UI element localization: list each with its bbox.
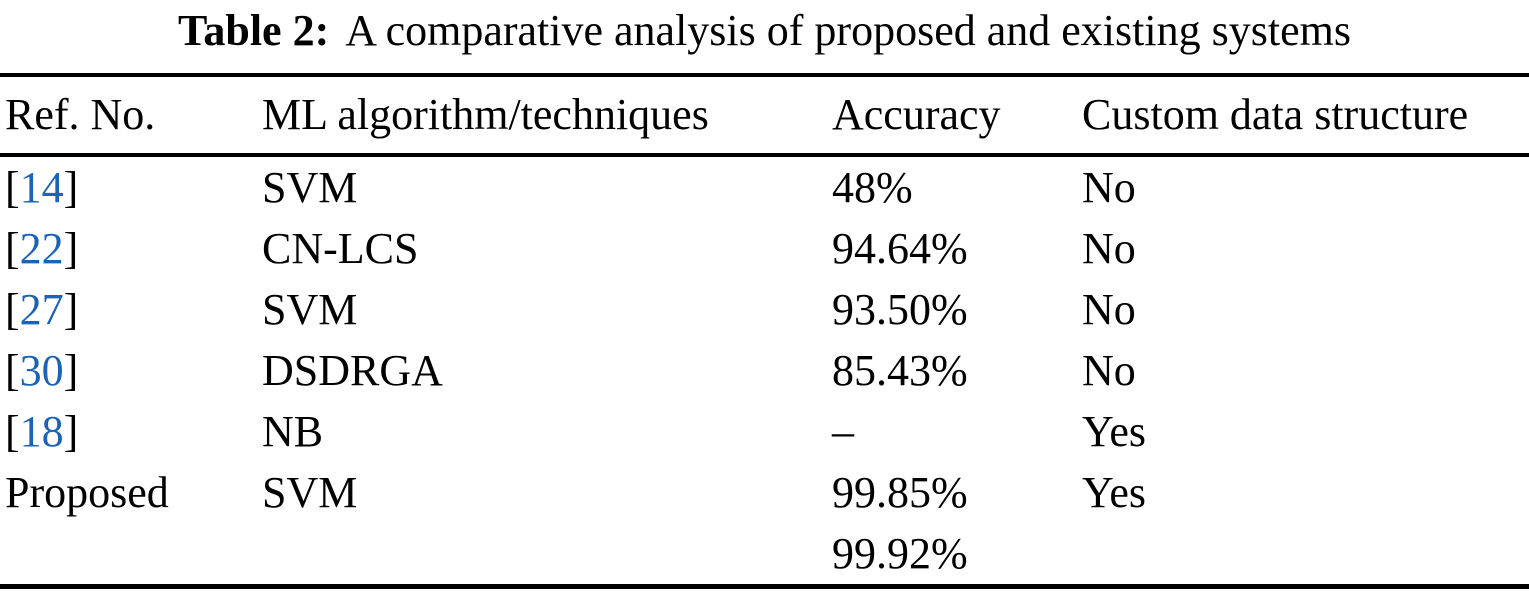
ref-cell: [27] [0, 279, 262, 340]
citation-link[interactable]: 22 [19, 223, 64, 273]
column-header-accuracy: Accuracy [832, 74, 1082, 157]
citation-bracket-open: [ [5, 162, 20, 212]
table-row: [30] DSDRGA 85.43% No [0, 340, 1529, 401]
accuracy-cell: 85.43% [832, 345, 968, 395]
citation-bracket-open: [ [5, 345, 20, 395]
citation-bracket-close: ] [63, 406, 79, 456]
table-row: [14] SVM 48% No [0, 155, 1529, 218]
table-caption-label: Table 2: [178, 6, 330, 55]
table-caption-text: A comparative analysis of proposed and e… [345, 6, 1351, 55]
ref-cell: [14] [0, 155, 262, 218]
ref-label: Proposed [5, 467, 169, 517]
accuracy-cell: – [832, 406, 854, 456]
custom-cell: Yes [1082, 467, 1147, 517]
citation-link[interactable]: 18 [19, 406, 64, 456]
comparison-table: Ref. No. ML algorithm/techniques Accurac… [0, 72, 1529, 589]
custom-cell: No [1082, 345, 1136, 395]
citation-bracket-open: [ [5, 406, 20, 456]
accuracy-cell: 94.64% [832, 223, 968, 273]
citation-bracket-close: ] [63, 223, 79, 273]
custom-cell [1082, 523, 1529, 587]
algorithm-cell: NB [262, 406, 324, 456]
citation-link[interactable]: 27 [19, 284, 64, 334]
table-body: [14] SVM 48% No [22] CN-LCS 94.64% No [2… [0, 155, 1529, 587]
algorithm-cell [262, 523, 832, 587]
algorithm-cell: CN-LCS [262, 223, 419, 273]
citation-bracket-close: ] [63, 162, 79, 212]
table-row: Proposed SVM 99.85% Yes [0, 462, 1529, 523]
column-header-ref-no: Ref. No. [0, 74, 262, 157]
accuracy-cell: 48% [832, 162, 913, 212]
citation-link[interactable]: 14 [19, 162, 64, 212]
citation-bracket-open: [ [5, 223, 20, 273]
ref-cell: [22] [0, 218, 262, 279]
table-header: Ref. No. ML algorithm/techniques Accurac… [0, 74, 1529, 157]
ref-cell: Proposed [0, 462, 262, 523]
table-row: [22] CN-LCS 94.64% No [0, 218, 1529, 279]
custom-cell: No [1082, 284, 1136, 334]
table-row: 99.92% [0, 523, 1529, 587]
column-header-algorithm: ML algorithm/techniques [262, 74, 832, 157]
table-row: [18] NB – Yes [0, 401, 1529, 462]
ref-cell: [30] [0, 340, 262, 401]
custom-cell: No [1082, 223, 1136, 273]
algorithm-cell: DSDRGA [262, 345, 443, 395]
algorithm-cell: SVM [262, 162, 358, 212]
table-header-row: Ref. No. ML algorithm/techniques Accurac… [0, 74, 1529, 157]
ref-cell: [18] [0, 401, 262, 462]
table-row: [27] SVM 93.50% No [0, 279, 1529, 340]
citation-bracket-open: [ [5, 284, 20, 334]
custom-cell: Yes [1082, 406, 1147, 456]
ref-cell [0, 523, 262, 587]
algorithm-cell: SVM [262, 284, 358, 334]
citation-link[interactable]: 30 [19, 345, 64, 395]
citation-bracket-close: ] [63, 284, 79, 334]
algorithm-cell: SVM [262, 467, 358, 517]
table-caption: Table 2: A comparative analysis of propos… [0, 0, 1529, 58]
custom-cell: No [1082, 162, 1136, 212]
column-header-custom: Custom data structure [1082, 74, 1529, 157]
accuracy-cell: 93.50% [832, 284, 968, 334]
accuracy-cell: 99.92% [832, 528, 968, 578]
citation-bracket-close: ] [63, 345, 79, 395]
accuracy-cell: 99.85% [832, 467, 968, 517]
